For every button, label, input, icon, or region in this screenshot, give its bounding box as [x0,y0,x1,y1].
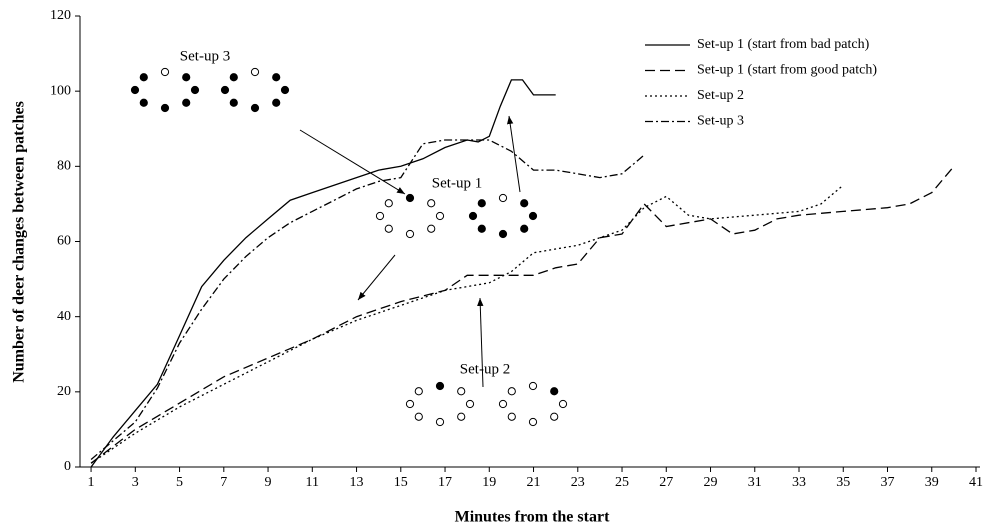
arrow [506,115,521,193]
patch [160,103,170,113]
patch [435,417,445,427]
y-tick-label: 0 [64,459,71,474]
patch [160,67,170,77]
patch [375,211,385,221]
x-tick-label: 35 [836,475,850,490]
x-axis-title: Minutes from the start [455,509,610,526]
patch [414,387,423,396]
patch [427,224,436,233]
patch [139,73,148,82]
patch [250,103,260,113]
patch [139,98,148,107]
patch [550,412,559,421]
series-line [90,79,556,468]
arrow [299,129,406,195]
patch [182,98,191,107]
patch [272,73,281,82]
patch [457,412,466,421]
patch [190,85,200,95]
series-line [90,139,645,460]
patch [435,211,445,221]
patch [384,199,393,208]
legend-label: Set-up 2 [697,88,744,103]
patch [130,85,140,95]
patch [465,399,475,409]
patch [528,381,538,391]
x-tick-label: 31 [748,475,762,490]
y-tick-label: 80 [57,159,71,174]
patch [229,98,238,107]
patch [250,67,260,77]
x-tick-label: 9 [265,475,272,490]
x-tick-label: 41 [969,475,983,490]
y-tick-label: 40 [57,309,71,324]
patch [220,85,230,95]
patch [558,399,568,409]
x-tick-label: 13 [350,475,364,490]
annotation: Set-up 3 [180,48,230,64]
x-tick-label: 7 [220,475,227,490]
patch [405,193,415,203]
y-tick-label: 100 [50,83,71,98]
legend-label: Set-up 1 (start from bad patch) [697,37,870,52]
patch [414,412,423,421]
patch [477,224,486,233]
patch [272,98,281,107]
patch [405,399,415,409]
y-tick-label: 60 [57,234,71,249]
arrows [299,115,521,388]
annotation: Set-up 1 [432,175,482,191]
y-tick-label: 120 [50,8,71,23]
x-tick-label: 39 [925,475,939,490]
y-tick-label: 20 [57,384,71,399]
patch [507,387,516,396]
x-tick-label: 3 [132,475,139,490]
patch [528,211,538,221]
legend-label: Set-up 3 [697,114,744,129]
patch [498,229,508,239]
patch [498,193,508,203]
x-tick-label: 25 [615,475,629,490]
y-axis-title: Number of deer changes between patches [11,101,28,383]
patch [507,412,516,421]
x-tick-label: 19 [482,475,496,490]
patch [550,387,559,396]
patch [520,199,529,208]
patch [405,229,415,239]
patch [229,73,238,82]
patch [182,73,191,82]
patch [477,199,486,208]
x-tick-label: 33 [792,475,806,490]
annotation: Set-up 2 [460,361,510,377]
patch [435,381,445,391]
patch [427,199,436,208]
patch [280,85,290,95]
patch-diagrams [130,67,568,427]
patch [520,224,529,233]
x-tick-label: 29 [704,475,718,490]
x-tick-label: 1 [88,475,95,490]
arrow [357,254,396,301]
series-line [90,165,955,464]
patch [528,417,538,427]
patch [498,399,508,409]
patch [468,211,478,221]
x-tick-label: 23 [571,475,585,490]
patch [384,224,393,233]
x-tick-label: 5 [176,475,183,490]
legend-label: Set-up 1 (start from good patch) [697,63,877,78]
arrow [477,297,484,388]
patch [457,387,466,396]
series-line [90,184,844,464]
x-tick-label: 17 [438,475,452,490]
x-tick-label: 11 [306,475,319,490]
x-tick-label: 27 [659,475,673,490]
x-tick-label: 15 [394,475,408,490]
x-tick-label: 37 [881,475,895,490]
x-tick-label: 21 [527,475,541,490]
